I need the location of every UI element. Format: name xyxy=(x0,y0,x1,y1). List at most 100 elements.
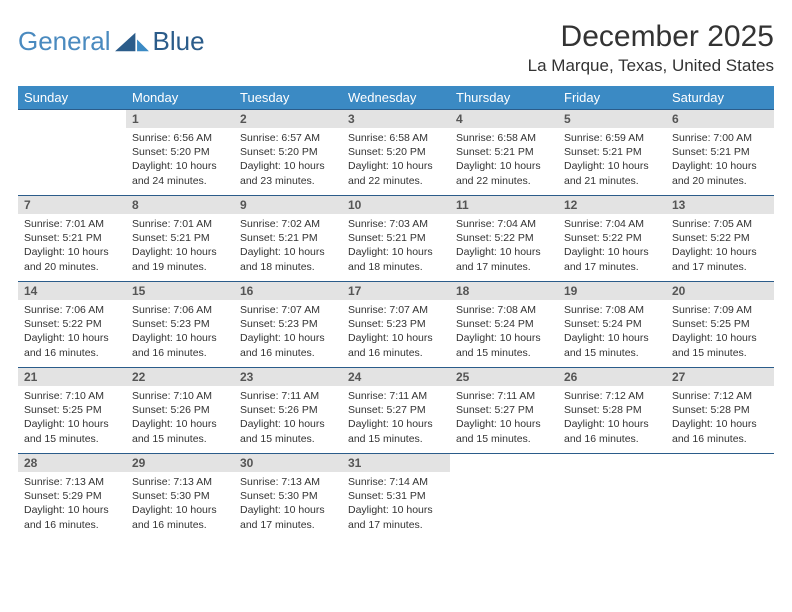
page-title: December 2025 xyxy=(528,20,774,54)
calendar-day-cell xyxy=(18,110,126,196)
day-number: 6 xyxy=(666,110,774,128)
day-details xyxy=(558,472,666,479)
calendar-header-row: SundayMondayTuesdayWednesdayThursdayFrid… xyxy=(18,86,774,110)
weekday-header: Friday xyxy=(558,86,666,110)
calendar-day-cell: 20Sunrise: 7:09 AMSunset: 5:25 PMDayligh… xyxy=(666,282,774,368)
day-number: 29 xyxy=(126,454,234,472)
day-details: Sunrise: 7:13 AMSunset: 5:30 PMDaylight:… xyxy=(126,472,234,536)
day-number: 16 xyxy=(234,282,342,300)
calendar-day-cell: 30Sunrise: 7:13 AMSunset: 5:30 PMDayligh… xyxy=(234,454,342,540)
day-details xyxy=(18,128,126,135)
day-details: Sunrise: 7:06 AMSunset: 5:22 PMDaylight:… xyxy=(18,300,126,364)
day-number: 15 xyxy=(126,282,234,300)
day-details: Sunrise: 7:07 AMSunset: 5:23 PMDaylight:… xyxy=(234,300,342,364)
calendar-day-cell: 29Sunrise: 7:13 AMSunset: 5:30 PMDayligh… xyxy=(126,454,234,540)
day-number: 13 xyxy=(666,196,774,214)
day-details: Sunrise: 7:14 AMSunset: 5:31 PMDaylight:… xyxy=(342,472,450,536)
weekday-header: Tuesday xyxy=(234,86,342,110)
calendar-day-cell: 31Sunrise: 7:14 AMSunset: 5:31 PMDayligh… xyxy=(342,454,450,540)
calendar-day-cell: 23Sunrise: 7:11 AMSunset: 5:26 PMDayligh… xyxy=(234,368,342,454)
logo-text-1: General xyxy=(18,26,111,57)
day-details: Sunrise: 7:09 AMSunset: 5:25 PMDaylight:… xyxy=(666,300,774,364)
day-details: Sunrise: 7:08 AMSunset: 5:24 PMDaylight:… xyxy=(450,300,558,364)
day-details: Sunrise: 7:11 AMSunset: 5:27 PMDaylight:… xyxy=(342,386,450,450)
day-number: 11 xyxy=(450,196,558,214)
day-number: 4 xyxy=(450,110,558,128)
weekday-header: Saturday xyxy=(666,86,774,110)
day-details: Sunrise: 6:58 AMSunset: 5:20 PMDaylight:… xyxy=(342,128,450,192)
calendar-day-cell xyxy=(666,454,774,540)
day-details: Sunrise: 7:04 AMSunset: 5:22 PMDaylight:… xyxy=(558,214,666,278)
calendar-day-cell: 6Sunrise: 7:00 AMSunset: 5:21 PMDaylight… xyxy=(666,110,774,196)
calendar-day-cell xyxy=(450,454,558,540)
day-details: Sunrise: 7:12 AMSunset: 5:28 PMDaylight:… xyxy=(558,386,666,450)
day-number: 26 xyxy=(558,368,666,386)
calendar-day-cell xyxy=(558,454,666,540)
day-number: 14 xyxy=(18,282,126,300)
calendar-day-cell: 22Sunrise: 7:10 AMSunset: 5:26 PMDayligh… xyxy=(126,368,234,454)
day-details: Sunrise: 7:06 AMSunset: 5:23 PMDaylight:… xyxy=(126,300,234,364)
day-number: 25 xyxy=(450,368,558,386)
day-number: 31 xyxy=(342,454,450,472)
header: General Blue December 2025 La Marque, Te… xyxy=(18,20,774,76)
day-number: 3 xyxy=(342,110,450,128)
day-number: 20 xyxy=(666,282,774,300)
day-details: Sunrise: 7:00 AMSunset: 5:21 PMDaylight:… xyxy=(666,128,774,192)
weekday-header: Thursday xyxy=(450,86,558,110)
day-number: 22 xyxy=(126,368,234,386)
day-details: Sunrise: 7:02 AMSunset: 5:21 PMDaylight:… xyxy=(234,214,342,278)
calendar-day-cell: 7Sunrise: 7:01 AMSunset: 5:21 PMDaylight… xyxy=(18,196,126,282)
day-details: Sunrise: 6:57 AMSunset: 5:20 PMDaylight:… xyxy=(234,128,342,192)
day-number: 17 xyxy=(342,282,450,300)
calendar-week-row: 28Sunrise: 7:13 AMSunset: 5:29 PMDayligh… xyxy=(18,454,774,540)
day-number: 23 xyxy=(234,368,342,386)
day-number: 10 xyxy=(342,196,450,214)
calendar-day-cell: 2Sunrise: 6:57 AMSunset: 5:20 PMDaylight… xyxy=(234,110,342,196)
day-number: 27 xyxy=(666,368,774,386)
calendar-day-cell: 28Sunrise: 7:13 AMSunset: 5:29 PMDayligh… xyxy=(18,454,126,540)
logo-text-2: Blue xyxy=(153,26,205,57)
title-block: December 2025 La Marque, Texas, United S… xyxy=(528,20,774,76)
calendar-day-cell: 15Sunrise: 7:06 AMSunset: 5:23 PMDayligh… xyxy=(126,282,234,368)
day-number: 19 xyxy=(558,282,666,300)
day-number: 7 xyxy=(18,196,126,214)
calendar-day-cell: 14Sunrise: 7:06 AMSunset: 5:22 PMDayligh… xyxy=(18,282,126,368)
day-details: Sunrise: 7:01 AMSunset: 5:21 PMDaylight:… xyxy=(18,214,126,278)
calendar-day-cell: 17Sunrise: 7:07 AMSunset: 5:23 PMDayligh… xyxy=(342,282,450,368)
calendar-week-row: 21Sunrise: 7:10 AMSunset: 5:25 PMDayligh… xyxy=(18,368,774,454)
calendar-day-cell: 16Sunrise: 7:07 AMSunset: 5:23 PMDayligh… xyxy=(234,282,342,368)
day-details xyxy=(450,472,558,479)
location-text: La Marque, Texas, United States xyxy=(528,56,774,76)
calendar-day-cell: 10Sunrise: 7:03 AMSunset: 5:21 PMDayligh… xyxy=(342,196,450,282)
day-details: Sunrise: 7:13 AMSunset: 5:30 PMDaylight:… xyxy=(234,472,342,536)
day-details: Sunrise: 7:07 AMSunset: 5:23 PMDaylight:… xyxy=(342,300,450,364)
day-number: 30 xyxy=(234,454,342,472)
calendar-week-row: 14Sunrise: 7:06 AMSunset: 5:22 PMDayligh… xyxy=(18,282,774,368)
day-number: 28 xyxy=(18,454,126,472)
day-number: 12 xyxy=(558,196,666,214)
calendar-day-cell: 26Sunrise: 7:12 AMSunset: 5:28 PMDayligh… xyxy=(558,368,666,454)
day-details: Sunrise: 7:11 AMSunset: 5:27 PMDaylight:… xyxy=(450,386,558,450)
calendar-day-cell: 25Sunrise: 7:11 AMSunset: 5:27 PMDayligh… xyxy=(450,368,558,454)
day-details: Sunrise: 7:10 AMSunset: 5:26 PMDaylight:… xyxy=(126,386,234,450)
day-number: 24 xyxy=(342,368,450,386)
weekday-header: Wednesday xyxy=(342,86,450,110)
calendar-week-row: 1Sunrise: 6:56 AMSunset: 5:20 PMDaylight… xyxy=(18,110,774,196)
day-details: Sunrise: 6:58 AMSunset: 5:21 PMDaylight:… xyxy=(450,128,558,192)
calendar-day-cell: 19Sunrise: 7:08 AMSunset: 5:24 PMDayligh… xyxy=(558,282,666,368)
weekday-header: Sunday xyxy=(18,86,126,110)
day-number: 5 xyxy=(558,110,666,128)
calendar-day-cell: 18Sunrise: 7:08 AMSunset: 5:24 PMDayligh… xyxy=(450,282,558,368)
day-details: Sunrise: 7:11 AMSunset: 5:26 PMDaylight:… xyxy=(234,386,342,450)
calendar-day-cell: 21Sunrise: 7:10 AMSunset: 5:25 PMDayligh… xyxy=(18,368,126,454)
calendar-day-cell: 1Sunrise: 6:56 AMSunset: 5:20 PMDaylight… xyxy=(126,110,234,196)
day-number: 1 xyxy=(126,110,234,128)
day-number: 9 xyxy=(234,196,342,214)
day-details: Sunrise: 7:05 AMSunset: 5:22 PMDaylight:… xyxy=(666,214,774,278)
day-number: 18 xyxy=(450,282,558,300)
calendar-day-cell: 3Sunrise: 6:58 AMSunset: 5:20 PMDaylight… xyxy=(342,110,450,196)
day-details: Sunrise: 7:03 AMSunset: 5:21 PMDaylight:… xyxy=(342,214,450,278)
day-number: 21 xyxy=(18,368,126,386)
calendar-day-cell: 4Sunrise: 6:58 AMSunset: 5:21 PMDaylight… xyxy=(450,110,558,196)
calendar-day-cell: 27Sunrise: 7:12 AMSunset: 5:28 PMDayligh… xyxy=(666,368,774,454)
